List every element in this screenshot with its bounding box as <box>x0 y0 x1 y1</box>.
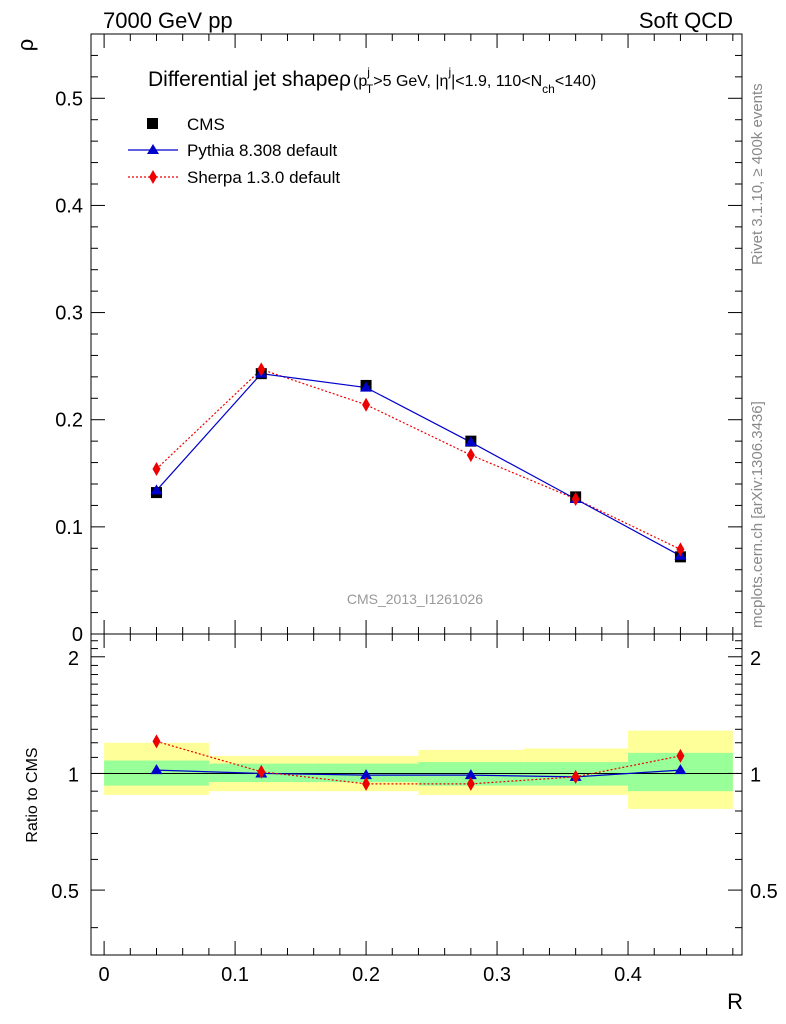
ratio-bands <box>104 730 733 809</box>
series-line-2 <box>156 368 681 550</box>
y-axis-label-ratio: Ratio to CMS <box>24 747 41 842</box>
data-point-diamond <box>466 448 475 463</box>
x-tick-label: 0.3 <box>483 964 511 986</box>
title-p2: >5 GeV, |η <box>373 73 448 90</box>
y-tick-label: 0.3 <box>55 303 83 325</box>
ratio-point-triangle <box>464 769 477 780</box>
ratio-point-diamond <box>466 776 475 791</box>
ratio-point-triangle <box>150 764 163 775</box>
x-axis-label: R <box>727 989 743 1014</box>
title-p1-sub: T <box>366 82 374 96</box>
data-point-diamond <box>676 542 685 557</box>
ratio-plot: 0.5 0.5 1 1 2 2 0 0.1 0.2 0.3 0.4 Ratio to CMS R <box>24 633 778 1014</box>
y-tick-label: 0.5 <box>55 88 83 110</box>
ratio-line-0 <box>156 769 681 778</box>
y-tick-label: 0 <box>72 624 83 646</box>
ratio-point-diamond <box>257 764 266 779</box>
ratio-y-tick-label-right: 0.5 <box>750 881 778 903</box>
main-axis-ticks: 0 0.1 0.2 0.3 0.4 0.5 <box>55 34 742 646</box>
y-tick-label: 0.4 <box>55 195 83 217</box>
data-point-diamond <box>152 462 161 476</box>
legend-cms-label: CMS <box>187 115 225 134</box>
ratio-point-diamond <box>152 734 161 749</box>
data-point-triangle <box>464 436 477 447</box>
title-p3: |<1.9, 110<N <box>451 73 542 90</box>
ratio-point-diamond <box>571 769 580 784</box>
data-point-diamond <box>571 492 580 506</box>
data-point-triangle <box>150 484 163 495</box>
header-right: Soft QCD <box>639 8 733 33</box>
data-point-diamond <box>362 397 371 412</box>
watermark: CMS_2013_I1261026 <box>347 591 483 607</box>
data-point-triangle <box>360 381 373 392</box>
ratio-y-tick-label-right: 1 <box>750 764 761 786</box>
legend-cms-marker <box>147 118 158 129</box>
legend-pythia-marker <box>147 144 159 154</box>
series-line-1 <box>156 373 681 557</box>
y-axis-label-main: ρ <box>13 39 38 52</box>
title-p2-sup: j <box>447 65 451 79</box>
title-p1-sup: j <box>366 65 370 79</box>
title-p4: <140) <box>555 73 596 90</box>
rivet-label: Rivet 3.1.10, ≥ 400k events <box>749 83 766 265</box>
y-tick-label: 0.2 <box>55 410 83 432</box>
main-series <box>150 362 687 563</box>
mcplots-label: mcplots.cern.ch [arXiv:1306.3436] <box>749 401 766 628</box>
ratio-point-triangle <box>674 764 687 775</box>
ratio-point-diamond <box>362 776 371 791</box>
title-main: Differential jet shapeρ <box>148 68 351 91</box>
legend: CMS Pythia 8.308 default Sherpa 1.3.0 de… <box>128 115 340 187</box>
x-tick-label: 0.1 <box>221 964 249 986</box>
legend-sherpa-marker <box>149 170 157 184</box>
header-left: 7000 GeV pp <box>103 8 233 33</box>
ratio-point-triangle <box>360 769 373 780</box>
title-p1: (p <box>353 73 367 90</box>
title-p3-sub: ch <box>542 82 555 96</box>
ratio-axis-ticks: 0.5 0.5 1 1 2 2 0 0.1 0.2 0.3 0.4 <box>51 634 778 986</box>
legend-sherpa-label: Sherpa 1.3.0 default <box>187 168 340 187</box>
ratio-y-tick-label: 0.5 <box>51 881 79 903</box>
data-point-diamond <box>257 362 266 377</box>
plot-title: Differential jet shapeρ (pj T>5 GeV, |ηj|<… <box>148 65 596 96</box>
ratio-frame <box>90 633 743 956</box>
main-plot: 0 0.1 0.2 0.3 0.4 0.5 ρ Differential jet shap… <box>13 33 743 646</box>
x-tick-label: 0 <box>99 964 110 986</box>
ratio-y-tick-label-right: 2 <box>750 648 761 670</box>
legend-pythia-label: Pythia 8.308 default <box>187 141 338 160</box>
x-tick-label: 0.2 <box>352 964 380 986</box>
ratio-y-tick-label: 2 <box>68 648 79 670</box>
ratio-y-tick-label: 1 <box>68 764 79 786</box>
ratio-series <box>150 734 687 791</box>
y-tick-label: 0.1 <box>55 517 83 539</box>
ratio-point-diamond <box>676 748 685 763</box>
x-tick-label: 0.4 <box>614 964 642 986</box>
